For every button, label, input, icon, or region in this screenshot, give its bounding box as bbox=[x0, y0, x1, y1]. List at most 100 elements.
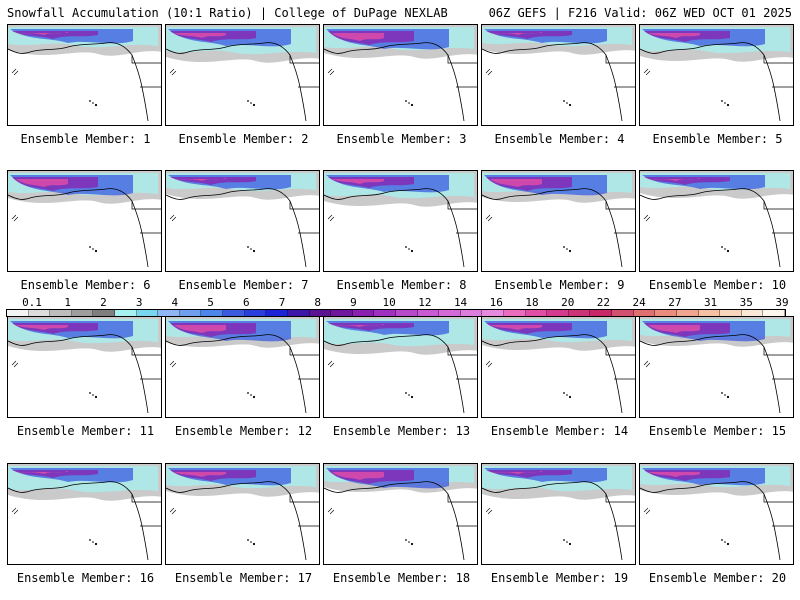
map-graphic bbox=[324, 464, 477, 564]
map-graphic bbox=[640, 317, 793, 417]
ensemble-map-panel[interactable] bbox=[165, 316, 320, 418]
colorbar-segment bbox=[115, 310, 137, 316]
colorbar-tick-label: 35 bbox=[739, 296, 753, 309]
colorbar-segment bbox=[158, 310, 180, 316]
ensemble-member-label: Ensemble Member: 4 bbox=[494, 132, 625, 146]
colorbar-segment bbox=[698, 310, 721, 316]
colorbar-tick-label: 27 bbox=[668, 296, 682, 309]
ensemble-member-label: Ensemble Member: 12 bbox=[174, 424, 313, 438]
colorbar-segment bbox=[633, 310, 656, 316]
ensemble-member-label: Ensemble Member: 14 bbox=[490, 424, 629, 438]
colorbar-segment bbox=[568, 310, 591, 316]
ensemble-member-label: Ensemble Member: 8 bbox=[336, 278, 467, 292]
colorbar-tick-label: 9 bbox=[350, 296, 357, 309]
colorbar-tick-label: 18 bbox=[525, 296, 539, 309]
colorbar-segment bbox=[50, 310, 72, 316]
colorbar-segment bbox=[417, 310, 440, 316]
map-graphic bbox=[166, 171, 319, 271]
colorbar-segment bbox=[612, 310, 634, 316]
ensemble-member-label: Ensemble Member: 3 bbox=[336, 132, 467, 146]
ensemble-map-panel[interactable] bbox=[481, 463, 636, 565]
ensemble-member-label: Ensemble Member: 11 bbox=[16, 424, 155, 438]
ensemble-member-label: Ensemble Member: 18 bbox=[332, 571, 471, 585]
colorbar-tick-label: 31 bbox=[703, 296, 718, 309]
colorbar-segment bbox=[223, 310, 245, 316]
map-graphic bbox=[482, 25, 635, 125]
ensemble-map-panel[interactable] bbox=[323, 24, 478, 126]
colorbar-segment bbox=[331, 310, 353, 316]
colorbar-segment bbox=[655, 310, 677, 316]
colorbar-segment bbox=[71, 310, 94, 316]
colorbar-segment bbox=[482, 310, 505, 316]
ensemble-map-panel[interactable] bbox=[7, 463, 162, 565]
ensemble-map-panel[interactable] bbox=[7, 24, 162, 126]
ensemble-map-panel[interactable] bbox=[165, 170, 320, 272]
map-graphic bbox=[640, 171, 793, 271]
map-graphic bbox=[324, 25, 477, 125]
ensemble-map-panel[interactable] bbox=[7, 316, 162, 418]
colorbar-segment bbox=[28, 310, 51, 316]
colorbar-tick-label: 14 bbox=[453, 296, 468, 309]
ensemble-member-label: Ensemble Member: 10 bbox=[648, 278, 787, 292]
map-graphic bbox=[324, 171, 477, 271]
colorbar-segment bbox=[244, 310, 267, 316]
colorbar-tick-label: 12 bbox=[418, 296, 432, 309]
colorbar-segment bbox=[741, 310, 764, 316]
colorbar-segment bbox=[201, 310, 224, 316]
map-graphic bbox=[8, 171, 161, 271]
colorbar-segment bbox=[395, 310, 418, 316]
colorbar-segment bbox=[374, 310, 396, 316]
ensemble-map-panel[interactable] bbox=[165, 24, 320, 126]
ensemble-map-panel[interactable] bbox=[323, 463, 478, 565]
colorbar-tick-label: 22 bbox=[596, 296, 611, 309]
colorbar-segment bbox=[720, 310, 742, 316]
colorbar-segment bbox=[676, 310, 699, 316]
ensemble-map-panel[interactable] bbox=[481, 316, 636, 418]
ensemble-map-panel[interactable] bbox=[323, 170, 478, 272]
map-graphic bbox=[166, 317, 319, 417]
colorbar-segment bbox=[504, 310, 526, 316]
colorbar-tick-label: 39 bbox=[775, 296, 789, 309]
colorbar-tick-label: 7 bbox=[278, 296, 286, 309]
colorbar-tick-label: 20 bbox=[561, 296, 575, 309]
colorbar-tick-label: 0.1 bbox=[22, 296, 42, 309]
map-graphic bbox=[8, 25, 161, 125]
map-graphic bbox=[482, 171, 635, 271]
ensemble-member-label: Ensemble Member: 2 bbox=[178, 132, 309, 146]
ensemble-map-panel[interactable] bbox=[481, 24, 636, 126]
ensemble-map-panel[interactable] bbox=[639, 24, 794, 126]
ensemble-member-label: Ensemble Member: 1 bbox=[20, 132, 151, 146]
colorbar-segment bbox=[525, 310, 548, 316]
ensemble-map-panel[interactable] bbox=[165, 463, 320, 565]
colorbar-tick-label: 5 bbox=[207, 296, 214, 309]
colorbar-tick-label: 4 bbox=[171, 296, 179, 309]
colorbar-tick-label: 3 bbox=[135, 296, 143, 309]
map-graphic bbox=[482, 464, 635, 564]
ensemble-map-panel[interactable] bbox=[481, 170, 636, 272]
map-graphic bbox=[640, 25, 793, 125]
colorbar-segment bbox=[7, 310, 29, 316]
ensemble-member-label: Ensemble Member: 19 bbox=[490, 571, 629, 585]
ensemble-map-panel[interactable] bbox=[7, 170, 162, 272]
map-graphic bbox=[8, 464, 161, 564]
colorbar-segment bbox=[590, 310, 613, 316]
ensemble-map-panel[interactable] bbox=[323, 316, 478, 418]
colorbar-segment bbox=[287, 310, 310, 316]
map-graphic bbox=[640, 464, 793, 564]
colorbar-segment bbox=[439, 310, 461, 316]
colorbar-segment bbox=[460, 310, 483, 316]
ensemble-map-panel[interactable] bbox=[639, 463, 794, 565]
ensemble-member-label: Ensemble Member: 6 bbox=[20, 278, 151, 292]
ensemble-member-label: Ensemble Member: 15 bbox=[648, 424, 787, 438]
ensemble-member-label: Ensemble Member: 9 bbox=[494, 278, 625, 292]
snowfall-colorbar bbox=[6, 309, 786, 317]
ensemble-map-panel[interactable] bbox=[639, 170, 794, 272]
ensemble-map-panel[interactable] bbox=[639, 316, 794, 418]
map-graphic bbox=[166, 25, 319, 125]
ensemble-member-label: Ensemble Member: 20 bbox=[648, 571, 787, 585]
colorbar-segment bbox=[547, 310, 569, 316]
colorbar-labels: 0.1 1 2 3 4 5 6 7 8 9 10 12 14 16 18 20 22 24 27 31 35 39 bbox=[6, 296, 789, 309]
colorbar-segment bbox=[309, 310, 332, 316]
map-graphic bbox=[324, 317, 477, 417]
colorbar-tick-label: 8 bbox=[314, 296, 322, 309]
